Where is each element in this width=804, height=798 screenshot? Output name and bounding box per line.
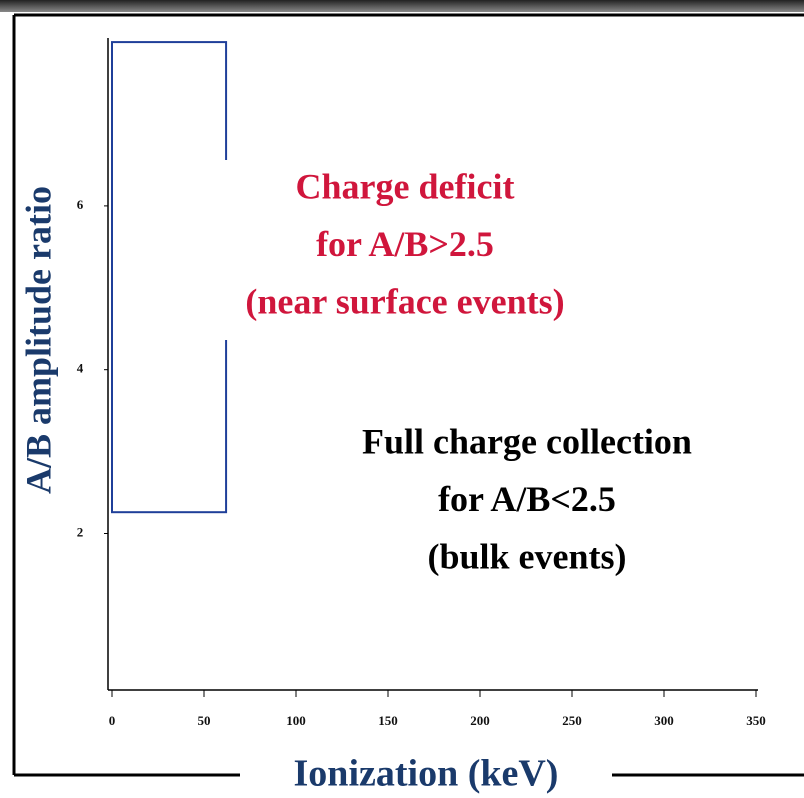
annotation: (near surface events): [245, 281, 564, 321]
x-tick-label: 150: [378, 713, 398, 728]
ylabel-bg: [20, 140, 62, 560]
x-tick-label: 200: [470, 713, 490, 728]
x-tick-label: 100: [286, 713, 306, 728]
y-tick-label: 6: [77, 197, 84, 212]
y-tick-label: 4: [77, 361, 84, 376]
x-axis-label: Ionization (keV): [294, 753, 559, 795]
top-bar: [0, 0, 804, 12]
x-tick-label: 300: [654, 713, 674, 728]
x-tick-label: 250: [562, 713, 582, 728]
annotation: (bulk events): [427, 536, 626, 576]
annotation: Charge deficit: [296, 166, 515, 206]
x-tick-label: 50: [198, 713, 211, 728]
annotation: for A/B>2.5: [316, 224, 494, 264]
y-axis-label: A/B amplitude ratio: [18, 186, 58, 494]
annotation-bg: [190, 160, 622, 340]
annotation: for A/B<2.5: [438, 479, 616, 519]
x-tick-label: 0: [109, 713, 116, 728]
xlabel-bg: [240, 755, 612, 795]
x-tick-label: 350: [746, 713, 766, 728]
annotation: Full charge collection: [362, 421, 692, 461]
y-tick-label: 2: [77, 524, 84, 539]
